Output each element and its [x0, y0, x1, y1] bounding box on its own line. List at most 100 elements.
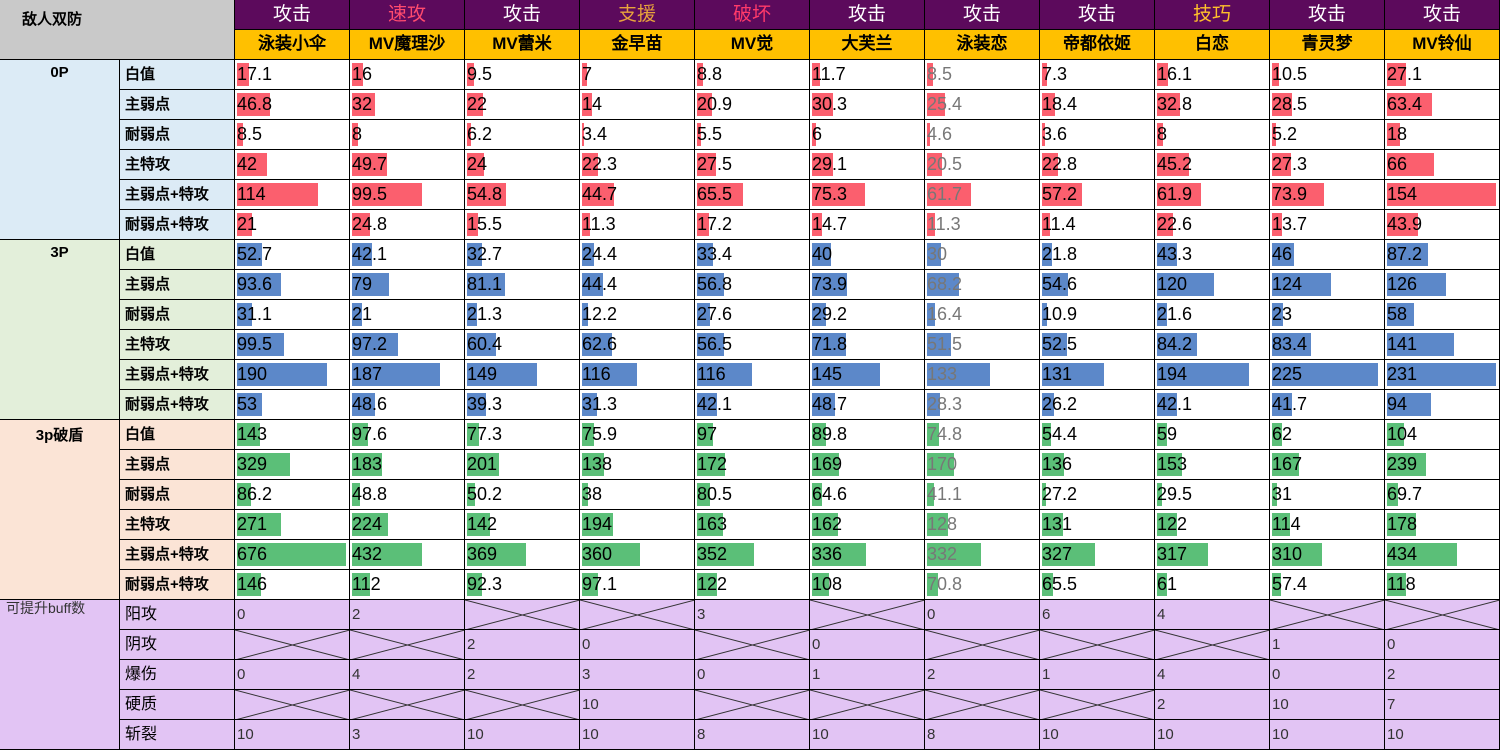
- value-cell[interactable]: 16.1: [1155, 60, 1270, 90]
- value-cell[interactable]: 10.9: [1040, 300, 1155, 330]
- value-cell[interactable]: 21: [350, 300, 465, 330]
- value-cell[interactable]: 65.5: [1040, 570, 1155, 600]
- value-cell[interactable]: 30.3: [810, 90, 925, 120]
- buff-cell[interactable]: 1: [1040, 660, 1155, 690]
- value-cell[interactable]: 231: [1385, 360, 1500, 390]
- value-cell[interactable]: 131: [1040, 510, 1155, 540]
- value-cell[interactable]: 97.1: [580, 570, 695, 600]
- column-type-header[interactable]: 攻击: [1270, 0, 1385, 30]
- value-cell[interactable]: 167: [1270, 450, 1385, 480]
- value-cell[interactable]: 56.5: [695, 330, 810, 360]
- value-cell[interactable]: 22.8: [1040, 150, 1155, 180]
- buff-cell[interactable]: 4: [1155, 600, 1270, 630]
- value-cell[interactable]: 33.4: [695, 240, 810, 270]
- buff-cell[interactable]: [350, 690, 465, 720]
- buff-cell[interactable]: 4: [350, 660, 465, 690]
- value-cell[interactable]: 8.8: [695, 60, 810, 90]
- value-cell[interactable]: 99.5: [235, 330, 350, 360]
- value-cell[interactable]: 61.9: [1155, 180, 1270, 210]
- value-cell[interactable]: 46: [1270, 240, 1385, 270]
- buff-cell[interactable]: 10: [1270, 720, 1385, 750]
- value-cell[interactable]: 112: [350, 570, 465, 600]
- value-cell[interactable]: 75.9: [580, 420, 695, 450]
- value-cell[interactable]: 4.6: [925, 120, 1040, 150]
- value-cell[interactable]: 97.2: [350, 330, 465, 360]
- buff-cell[interactable]: [350, 630, 465, 660]
- value-cell[interactable]: 42.1: [1155, 390, 1270, 420]
- buff-cell[interactable]: 1: [1270, 630, 1385, 660]
- value-cell[interactable]: 20.9: [695, 90, 810, 120]
- value-cell[interactable]: 64.6: [810, 480, 925, 510]
- buff-cell[interactable]: [695, 630, 810, 660]
- column-name-header[interactable]: 泳装小伞: [235, 30, 350, 60]
- value-cell[interactable]: 83.4: [1270, 330, 1385, 360]
- value-cell[interactable]: 69.7: [1385, 480, 1500, 510]
- value-cell[interactable]: 21.3: [465, 300, 580, 330]
- value-cell[interactable]: 23: [1270, 300, 1385, 330]
- buff-cell[interactable]: 10: [465, 720, 580, 750]
- buff-cell[interactable]: 10: [580, 720, 695, 750]
- buff-cell[interactable]: 8: [695, 720, 810, 750]
- value-cell[interactable]: 29.1: [810, 150, 925, 180]
- value-cell[interactable]: 44.7: [580, 180, 695, 210]
- value-cell[interactable]: 15.5: [465, 210, 580, 240]
- column-type-header[interactable]: 攻击: [1040, 0, 1155, 30]
- value-cell[interactable]: 31.3: [580, 390, 695, 420]
- value-cell[interactable]: 11.7: [810, 60, 925, 90]
- buff-cell[interactable]: 6: [1040, 600, 1155, 630]
- value-cell[interactable]: 54.6: [1040, 270, 1155, 300]
- value-cell[interactable]: 336: [810, 540, 925, 570]
- value-cell[interactable]: 42.1: [350, 240, 465, 270]
- value-cell[interactable]: 8: [350, 120, 465, 150]
- value-cell[interactable]: 60.4: [465, 330, 580, 360]
- buff-cell[interactable]: 3: [350, 720, 465, 750]
- value-cell[interactable]: 45.2: [1155, 150, 1270, 180]
- value-cell[interactable]: 194: [1155, 360, 1270, 390]
- value-cell[interactable]: 9.5: [465, 60, 580, 90]
- value-cell[interactable]: 32.7: [465, 240, 580, 270]
- value-cell[interactable]: 120: [1155, 270, 1270, 300]
- buff-cell[interactable]: 10: [235, 720, 350, 750]
- buff-cell[interactable]: 4: [1155, 660, 1270, 690]
- column-type-header[interactable]: 速攻: [350, 0, 465, 30]
- value-cell[interactable]: 54.4: [1040, 420, 1155, 450]
- column-type-header[interactable]: 攻击: [1385, 0, 1500, 30]
- buff-cell[interactable]: 10: [580, 690, 695, 720]
- value-cell[interactable]: 16: [350, 60, 465, 90]
- value-cell[interactable]: 21.8: [1040, 240, 1155, 270]
- value-cell[interactable]: 75.3: [810, 180, 925, 210]
- value-cell[interactable]: 93.6: [235, 270, 350, 300]
- value-cell[interactable]: 70.8: [925, 570, 1040, 600]
- value-cell[interactable]: 74.8: [925, 420, 1040, 450]
- value-cell[interactable]: 131: [1040, 360, 1155, 390]
- buff-cell[interactable]: 0: [925, 600, 1040, 630]
- buff-cell[interactable]: 3: [695, 600, 810, 630]
- value-cell[interactable]: 145: [810, 360, 925, 390]
- buff-cell[interactable]: 2: [1155, 690, 1270, 720]
- value-cell[interactable]: 48.6: [350, 390, 465, 420]
- value-cell[interactable]: 61: [1155, 570, 1270, 600]
- value-cell[interactable]: 676: [235, 540, 350, 570]
- value-cell[interactable]: 122: [1155, 510, 1270, 540]
- value-cell[interactable]: 187: [350, 360, 465, 390]
- value-cell[interactable]: 194: [580, 510, 695, 540]
- value-cell[interactable]: 48.8: [350, 480, 465, 510]
- value-cell[interactable]: 432: [350, 540, 465, 570]
- column-type-header[interactable]: 破坏: [695, 0, 810, 30]
- value-cell[interactable]: 133: [925, 360, 1040, 390]
- value-cell[interactable]: 190: [235, 360, 350, 390]
- value-cell[interactable]: 7: [580, 60, 695, 90]
- value-cell[interactable]: 24.8: [350, 210, 465, 240]
- value-cell[interactable]: 163: [695, 510, 810, 540]
- value-cell[interactable]: 81.1: [465, 270, 580, 300]
- value-cell[interactable]: 48.7: [810, 390, 925, 420]
- value-cell[interactable]: 24: [465, 150, 580, 180]
- value-cell[interactable]: 108: [810, 570, 925, 600]
- value-cell[interactable]: 201: [465, 450, 580, 480]
- value-cell[interactable]: 43.3: [1155, 240, 1270, 270]
- buff-cell[interactable]: [925, 690, 1040, 720]
- buff-cell[interactable]: 0: [1270, 660, 1385, 690]
- value-cell[interactable]: 6.2: [465, 120, 580, 150]
- value-cell[interactable]: 3.4: [580, 120, 695, 150]
- value-cell[interactable]: 434: [1385, 540, 1500, 570]
